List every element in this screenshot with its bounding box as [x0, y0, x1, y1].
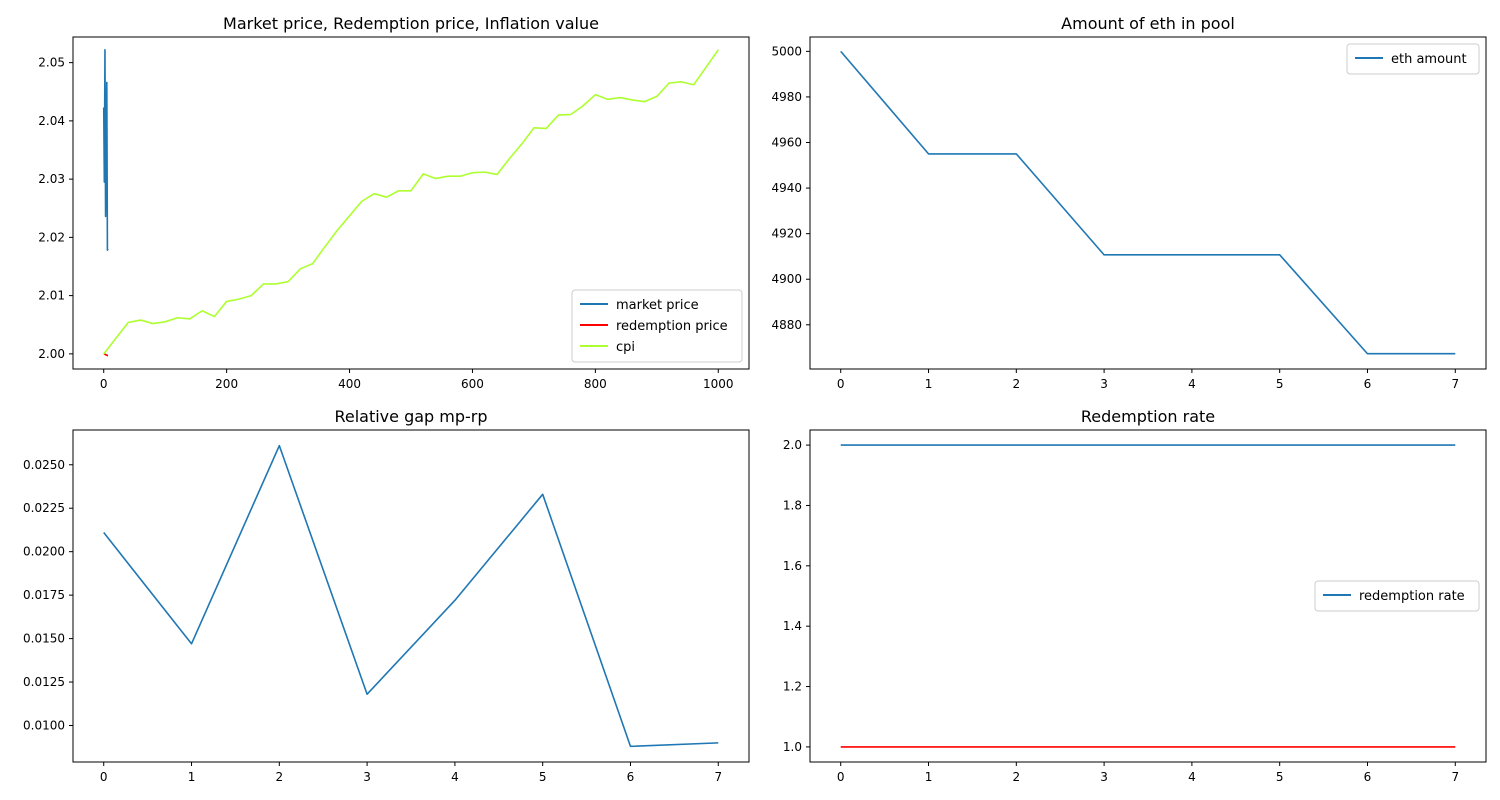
y-tick-label: 4960 — [771, 136, 802, 150]
y-tick-label: 0.0125 — [23, 675, 65, 689]
y-tick-label: 1.4 — [783, 619, 802, 633]
x-tick-label: 6 — [1364, 770, 1372, 784]
x-tick-label: 400 — [338, 377, 361, 391]
y-tick-label: 0.0150 — [23, 632, 65, 646]
x-tick-label: 1000 — [703, 377, 734, 391]
x-tick-label: 0 — [100, 377, 108, 391]
y-tick-label: 0.0175 — [23, 588, 65, 602]
y-tick-label: 1.0 — [783, 740, 802, 754]
x-tick-label: 600 — [461, 377, 484, 391]
y-tick-label: 2.00 — [38, 347, 65, 361]
axes-frame — [809, 429, 1487, 763]
x-tick-label: 4 — [1188, 377, 1196, 391]
y-tick-label: 4900 — [771, 272, 802, 286]
y-tick-label: 2.03 — [38, 172, 65, 186]
x-tick-label: 7 — [1451, 377, 1459, 391]
chart-title: Amount of eth in pool — [1061, 14, 1235, 33]
y-tick-label: 2.0 — [783, 438, 802, 452]
series-lines — [103, 444, 719, 748]
y-tick-label: 4940 — [771, 181, 802, 195]
legend-label: eth amount — [1391, 52, 1467, 67]
x-tick-label: 6 — [627, 770, 635, 784]
x-tick-label: 6 — [1364, 377, 1372, 391]
y-tick-label: 0.0100 — [23, 718, 65, 732]
y-tick-label: 2.02 — [38, 230, 65, 244]
x-tick-label: 0 — [100, 770, 108, 784]
x-tick-label: 3 — [1100, 770, 1108, 784]
y-tick-label: 1.6 — [783, 559, 802, 573]
chart-title: Relative gap mp-rp — [334, 407, 487, 426]
y-tick-label: 2.01 — [38, 289, 65, 303]
x-tick-label: 3 — [363, 770, 371, 784]
x-tick-label: 1 — [188, 770, 196, 784]
legend: market price redemption price cpi — [571, 289, 743, 363]
x-tick-label: 1 — [925, 377, 933, 391]
x-tick-label: 5 — [1276, 770, 1284, 784]
y-tick-label: 4880 — [771, 318, 802, 332]
x-tick-label: 7 — [1451, 770, 1459, 784]
y-tick-label: 0.0225 — [23, 501, 65, 515]
y-tick-label: 2.05 — [38, 56, 65, 70]
x-tick-label: 5 — [1276, 377, 1284, 391]
y-tick-label: 0.0250 — [23, 458, 65, 472]
x-tick-label: 800 — [584, 377, 607, 391]
chart-redemption-rate-panel: Redemption rate 0 1 2 3 4 5 6 7 1.0 1.2 1.4 1.6 1.8 2… — [783, 407, 1487, 784]
x-tick-label: 2 — [275, 770, 283, 784]
series-line-unnamed-0 — [103, 444, 719, 748]
legend: redemption rate — [1314, 580, 1480, 612]
legend-label: redemption rate — [1359, 589, 1465, 604]
y-tick-label: 2.04 — [38, 114, 65, 128]
x-tick-label: 4 — [1188, 770, 1196, 784]
chart-title: Redemption rate — [1081, 407, 1215, 426]
y-tick-label: 0.0200 — [23, 545, 65, 559]
series-lines — [840, 444, 1456, 748]
x-tick-label: 0 — [837, 770, 845, 784]
axes-frame — [72, 429, 750, 763]
series-lines — [102, 49, 719, 357]
series-line-cpi — [103, 49, 719, 355]
chart-title: Market price, Redemption price, Inflatio… — [223, 14, 599, 33]
y-tick-label: 4980 — [771, 90, 802, 104]
x-tick-label: 0 — [837, 377, 845, 391]
legend-label: cpi — [616, 340, 635, 355]
chart-market-price-panel: Market price, Redemption price, Inflatio… — [38, 14, 750, 391]
x-tick-label: 2 — [1012, 770, 1020, 784]
y-tick-label: 1.8 — [783, 498, 802, 512]
series-lines — [840, 50, 1456, 355]
x-tick-label: 1 — [925, 770, 933, 784]
series-line-market-price — [102, 49, 109, 251]
y-tick-label: 4920 — [771, 227, 802, 241]
legend-label: market price — [616, 298, 699, 313]
x-tick-label: 5 — [539, 770, 547, 784]
chart-eth-amount-panel: Amount of eth in pool 0 1 2 3 4 5 6 7 4880 4900 49… — [771, 14, 1487, 391]
y-tick-label: 1.2 — [783, 680, 802, 694]
y-tick-label: 5000 — [771, 44, 802, 58]
axes-frame — [809, 36, 1487, 370]
axes-frame — [72, 36, 750, 370]
x-tick-label: 7 — [714, 770, 722, 784]
legend-label: redemption price — [616, 319, 728, 334]
x-tick-label: 200 — [215, 377, 238, 391]
x-tick-label: 2 — [1012, 377, 1020, 391]
chart-relative-gap-panel: Relative gap mp-rp 0 1 2 3 4 5 6 7 0.0100 0.0125 0… — [23, 407, 750, 784]
x-tick-label: 4 — [451, 770, 459, 784]
legend: eth amount — [1346, 43, 1480, 75]
series-line-eth-amount — [840, 50, 1456, 355]
x-tick-label: 3 — [1100, 377, 1108, 391]
